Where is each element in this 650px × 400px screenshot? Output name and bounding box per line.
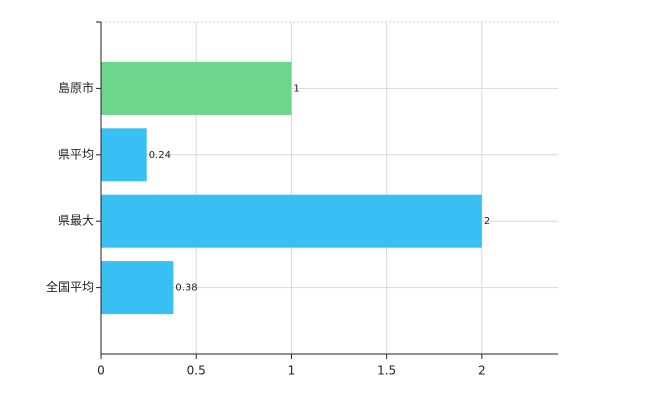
y-tick-label: 県最大	[58, 214, 94, 228]
y-tick-label: 全国平均	[46, 279, 94, 294]
y-tick-label: 島原市	[58, 80, 94, 95]
x-tick-label: 0.5	[187, 364, 206, 378]
value-label: 0.24	[149, 150, 171, 161]
value-label: 2	[484, 216, 490, 227]
x-tick-label: 1.5	[377, 364, 396, 378]
bar	[101, 194, 482, 248]
y-tick-label: 県平均	[58, 147, 94, 161]
value-label: 1	[293, 83, 299, 94]
bar	[101, 261, 174, 315]
value-label: 0.38	[175, 283, 197, 294]
x-tick-label: 0	[97, 364, 105, 378]
x-tick-label: 2	[478, 364, 486, 378]
x-tick-label: 1	[288, 364, 296, 378]
bar	[101, 128, 147, 182]
bar	[101, 61, 292, 115]
